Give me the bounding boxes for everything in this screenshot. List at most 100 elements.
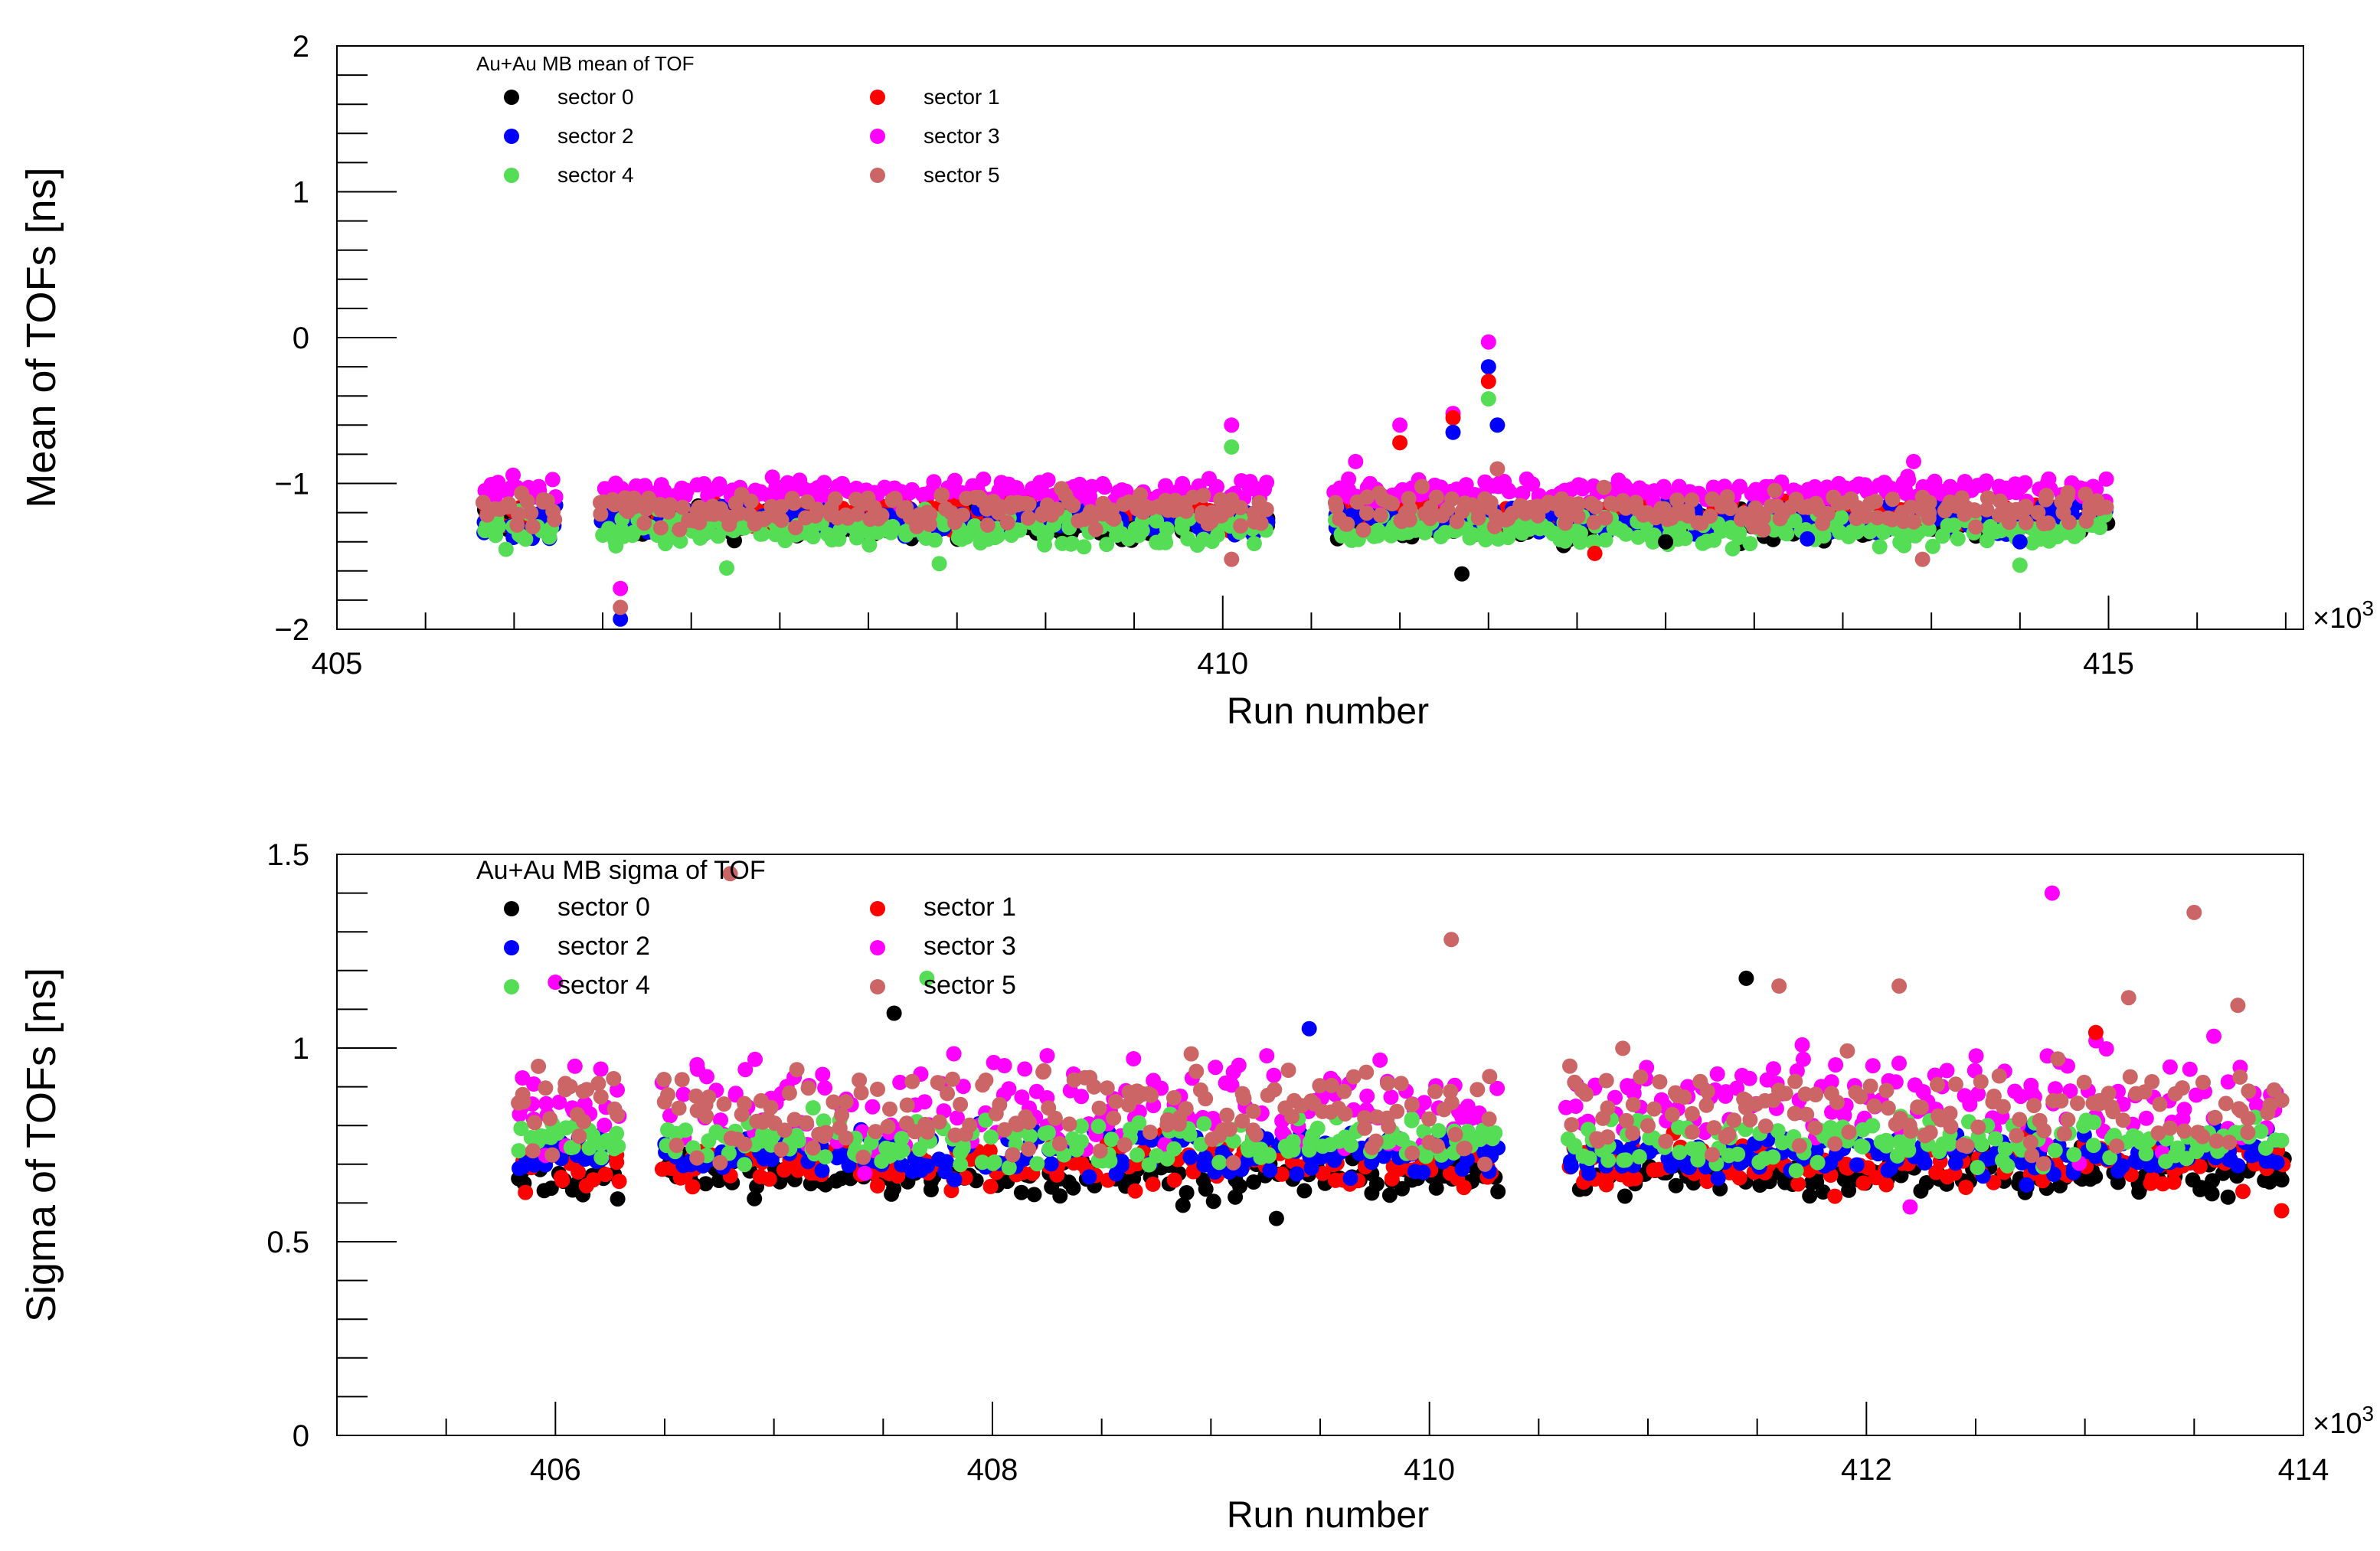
data-point-sector-4 — [609, 1125, 625, 1141]
legend-entry-label: sector 4 — [557, 971, 650, 1000]
data-point-sector-3 — [946, 1046, 962, 1062]
data-point-sector-5 — [593, 495, 608, 511]
data-point-sector-5 — [1808, 1086, 1823, 1102]
data-point-sector-5 — [1930, 1108, 1947, 1124]
data-point-sector-3 — [764, 469, 780, 485]
data-point-sector-5 — [1878, 1082, 1895, 1099]
data-point-sector-5 — [904, 1073, 920, 1089]
data-point-sector-4 — [1418, 1148, 1434, 1164]
data-point-sector-4 — [1774, 1135, 1790, 1151]
data-point-sector-5 — [688, 1088, 704, 1104]
data-point-sector-0 — [543, 1180, 559, 1197]
data-point-sector-5 — [1755, 522, 1771, 538]
data-point-sector-4 — [1597, 532, 1613, 548]
outlier-point — [1224, 551, 1240, 567]
data-point-sector-3 — [1978, 473, 1994, 489]
data-point-sector-5 — [1429, 1138, 1445, 1154]
data-point-sector-1 — [1456, 1180, 1472, 1196]
data-point-sector-5 — [2100, 1086, 2117, 1102]
legend-entry-label: sector 4 — [557, 163, 634, 187]
outlier-point — [1914, 551, 1930, 567]
data-point-sector-5 — [1106, 1110, 1122, 1126]
data-point-sector-3 — [1095, 475, 1111, 491]
legend: Au+Au MB mean of TOF sector 0 sector 1 sect… — [476, 52, 1000, 187]
data-point-sector-5 — [2115, 1112, 2131, 1128]
data-point-sector-5 — [1280, 1063, 1296, 1078]
data-point-sector-0 — [1052, 1188, 1068, 1204]
data-point-sector-5 — [827, 491, 843, 507]
data-point-sector-2 — [2246, 1147, 2262, 1163]
data-point-sector-5 — [652, 520, 669, 536]
data-point-sector-4 — [1779, 526, 1795, 542]
data-point-sector-3 — [2175, 1111, 2191, 1127]
data-point-sector-5 — [1234, 1086, 1250, 1102]
data-point-sector-5 — [757, 510, 773, 526]
data-point-sector-1 — [776, 1162, 792, 1178]
data-point-sector-5 — [1393, 1076, 1409, 1092]
data-point-sector-4 — [1076, 539, 1092, 555]
data-point-sector-5 — [2274, 1092, 2290, 1109]
legend: Au+Au MB sigma of TOF sector 0 sector 1 sec… — [476, 856, 1016, 1000]
data-point-sector-4 — [1404, 1112, 1420, 1128]
outlier-point — [1480, 391, 1496, 407]
data-point-sector-3 — [2138, 1110, 2154, 1126]
data-point-sector-4 — [1022, 1128, 1038, 1144]
data-point-sector-3 — [1741, 1070, 1757, 1086]
outlier-point — [1224, 439, 1240, 455]
data-point-sector-4 — [817, 1149, 833, 1165]
outlier-point — [1224, 417, 1240, 433]
data-point-sector-2 — [2110, 1163, 2127, 1179]
data-point-sector-5 — [2056, 1126, 2072, 1141]
data-point-sector-5 — [1562, 1058, 1577, 1074]
data-point-sector-5 — [716, 1096, 732, 1112]
data-point-sector-5 — [1970, 1119, 1986, 1135]
data-point-sector-5 — [1402, 501, 1418, 517]
data-point-sector-1 — [2235, 1184, 2251, 1200]
data-point-sector-3 — [1266, 1067, 1282, 1083]
data-point-sector-5 — [1763, 498, 1779, 514]
data-point-sector-5 — [1061, 1116, 1077, 1132]
data-point-sector-5 — [931, 1114, 947, 1130]
data-point-sector-5 — [868, 1124, 884, 1140]
data-point-sector-1 — [790, 1162, 806, 1178]
data-point-sector-5 — [1955, 1137, 1971, 1153]
data-point-sector-0 — [1841, 1182, 1857, 1198]
outlier-point — [2230, 998, 2246, 1014]
data-point-sector-1 — [2035, 1173, 2051, 1189]
data-point-sector-5 — [2018, 514, 2034, 531]
data-point-sector-5 — [544, 1147, 561, 1163]
data-point-sector-4 — [1260, 1147, 1277, 1163]
y-axis-label: Mean of TOFs [ns] — [18, 167, 64, 508]
data-point-sector-5 — [1942, 1105, 1958, 1122]
y-tick-label: 0 — [293, 322, 309, 355]
outlier-point — [1392, 417, 1408, 433]
data-point-sector-5 — [2022, 1135, 2038, 1151]
data-point-sector-5 — [944, 1071, 960, 1087]
data-point-sector-3 — [727, 1086, 744, 1102]
legend-marker — [870, 940, 885, 955]
data-point-sector-5 — [2208, 1133, 2225, 1149]
data-point-sector-5 — [1260, 1087, 1276, 1103]
data-point-sector-5 — [1401, 512, 1417, 527]
data-point-sector-5 — [838, 1130, 854, 1146]
data-point-sector-5 — [1135, 504, 1151, 520]
legend-entry-label: sector 1 — [924, 85, 1000, 109]
data-point-sector-2 — [1303, 1160, 1319, 1176]
data-point-sector-3 — [2039, 475, 2055, 491]
data-point-sector-4 — [606, 1141, 622, 1157]
data-point-sector-5 — [2104, 1099, 2120, 1115]
data-point-sector-3 — [1259, 475, 1275, 491]
y-tick-label: 1 — [293, 1032, 309, 1066]
data-point-sector-3 — [515, 1070, 531, 1086]
data-point-sector-3 — [865, 1099, 881, 1115]
legend-marker — [504, 979, 519, 994]
legend-entry-label: sector 0 — [557, 85, 634, 109]
data-point-sector-4 — [1301, 1142, 1317, 1158]
mean-tof-panel: −2 −1 0 1 2 405 410 415 ×103 Run number Mean of TO… — [18, 30, 2374, 732]
data-point-sector-4 — [513, 1121, 529, 1136]
data-point-sector-1 — [1274, 1166, 1290, 1182]
data-point-sector-5 — [1968, 519, 1984, 535]
data-point-sector-5 — [2018, 498, 2034, 514]
data-point-sector-5 — [1364, 1140, 1380, 1155]
data-point-sector-5 — [855, 1149, 871, 1165]
